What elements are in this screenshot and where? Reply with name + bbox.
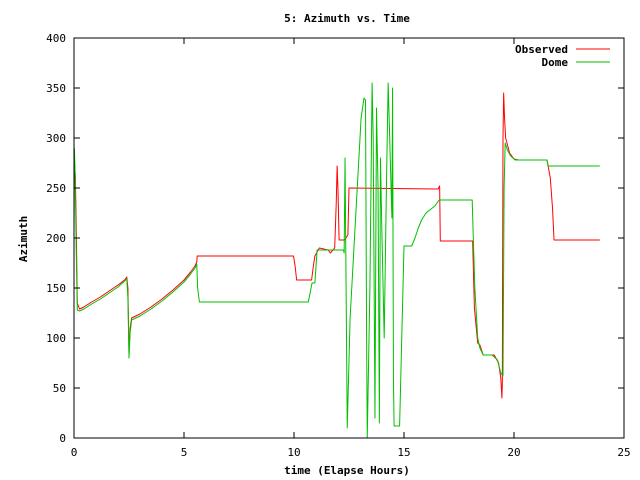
series-line-observed [73,92,600,399]
y-tick-label: 350 [46,82,66,95]
y-tick-label: 150 [46,282,66,295]
y-axis-label: Azimuth [17,216,30,262]
series-line-dome [73,82,600,439]
x-tick-label: 5 [181,446,188,459]
chart-title: 5: Azimuth vs. Time [284,12,410,25]
y-tick-label: 300 [46,132,66,145]
legend-label: Dome [542,56,569,69]
x-tick-label: 20 [507,446,520,459]
legend-label: Observed [515,43,568,56]
x-tick-label: 0 [71,446,78,459]
x-tick-label: 10 [287,446,300,459]
series-layer [73,82,600,439]
x-tick-label: 25 [617,446,630,459]
y-tick-label: 0 [59,432,66,445]
y-tick-label: 400 [46,32,66,45]
y-tick-label: 200 [46,232,66,245]
plot-frame [73,37,625,439]
y-tick-label: 50 [53,382,66,395]
x-axis-label: time (Elapse Hours) [284,464,410,477]
y-tick-label: 100 [46,332,66,345]
x-tick-label: 15 [397,446,410,459]
y-tick-label: 250 [46,182,66,195]
